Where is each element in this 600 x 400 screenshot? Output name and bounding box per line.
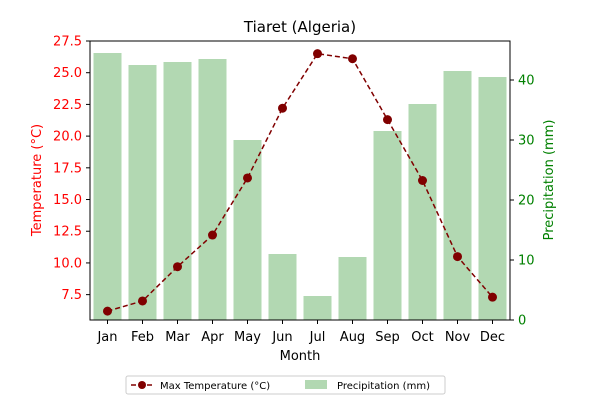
temperature-point bbox=[313, 49, 322, 59]
temperature-point bbox=[383, 115, 392, 125]
x-tick-label: Jul bbox=[309, 330, 326, 345]
y-right-tick-label: 0 bbox=[518, 314, 526, 329]
temperature-point bbox=[103, 306, 112, 316]
x-tick-label: Apr bbox=[201, 330, 224, 345]
legend-frame bbox=[125, 375, 446, 395]
precipitation-bar bbox=[408, 104, 437, 320]
precipitation-bar bbox=[268, 254, 297, 320]
x-tick-label: May bbox=[234, 330, 261, 345]
y-left-tick-label: 15.0 bbox=[53, 193, 82, 208]
y-right-tick-label: 10 bbox=[518, 254, 535, 269]
temperature-point bbox=[278, 103, 287, 113]
y-left-tick-label: 25.0 bbox=[53, 66, 82, 81]
x-tick-label: Aug bbox=[340, 330, 365, 345]
y-right-tick-label: 20 bbox=[518, 194, 535, 209]
precipitation-bar bbox=[373, 131, 402, 320]
temperature-point bbox=[208, 230, 217, 240]
precipitation-bar bbox=[303, 296, 332, 320]
legend-temperature-label: Max Temperature (°C) bbox=[160, 381, 270, 392]
precipitation-bar bbox=[478, 77, 507, 320]
y-left-tick-label: 27.5 bbox=[53, 35, 82, 50]
x-tick-label: Nov bbox=[445, 330, 471, 345]
precipitation-bar bbox=[233, 140, 262, 320]
temperature-line bbox=[103, 49, 497, 316]
y-left-tick-label: 20.0 bbox=[53, 130, 82, 145]
precipitation-bar bbox=[128, 65, 157, 320]
x-tick-label: Feb bbox=[131, 330, 154, 345]
temperature-point bbox=[243, 173, 252, 183]
precipitation-bars bbox=[93, 53, 507, 320]
chart-title: Tiaret (Algeria) bbox=[243, 18, 356, 36]
y-right-tick-label: 40 bbox=[518, 74, 535, 89]
precipitation-bar bbox=[163, 62, 192, 320]
x-tick-label: Oct bbox=[411, 330, 433, 345]
x-tick-label: Jan bbox=[96, 330, 117, 345]
y-axis-right-label: Precipitation (mm) bbox=[542, 120, 557, 241]
temperature-point bbox=[138, 296, 147, 306]
y-right-tick-label: 30 bbox=[518, 134, 535, 149]
precipitation-bar bbox=[198, 59, 227, 320]
x-tick-label: Jun bbox=[271, 330, 292, 345]
precipitation-bar bbox=[338, 257, 367, 320]
x-tick-label: Mar bbox=[165, 330, 190, 345]
axes: Jan Feb Mar Apr May Jun Jul Aug Sep Oct Nov Dec 7.5 1… bbox=[53, 35, 535, 346]
temperature-point bbox=[348, 54, 357, 64]
temperature-point bbox=[488, 292, 497, 302]
y-left-tick-label: 12.5 bbox=[53, 225, 82, 240]
precipitation-bar bbox=[93, 53, 122, 320]
temperature-point bbox=[453, 252, 462, 262]
temperature-line-path bbox=[107, 52, 494, 312]
temperature-point bbox=[173, 262, 182, 272]
y-left-tick-label: 17.5 bbox=[53, 161, 82, 176]
legend: Max Temperature (°C) Precipitation (mm) bbox=[125, 375, 446, 395]
y-left-tick-label: 22.5 bbox=[53, 98, 82, 113]
plot-frame bbox=[89, 40, 511, 321]
y-left-tick-label: 7.5 bbox=[61, 288, 82, 303]
precipitation-bar bbox=[443, 71, 472, 320]
x-tick-label: Dec bbox=[480, 330, 505, 345]
y-axis-left-label: Temperature (°C) bbox=[30, 124, 45, 237]
legend-precipitation-swatch bbox=[305, 380, 327, 389]
y-left-tick-label: 10.0 bbox=[53, 256, 82, 271]
legend-precipitation-label: Precipitation (mm) bbox=[337, 381, 430, 392]
legend-temperature-marker bbox=[138, 381, 146, 389]
x-tick-label: Sep bbox=[375, 330, 400, 345]
temperature-point bbox=[418, 176, 427, 185]
x-axis-label: Month bbox=[280, 349, 321, 364]
